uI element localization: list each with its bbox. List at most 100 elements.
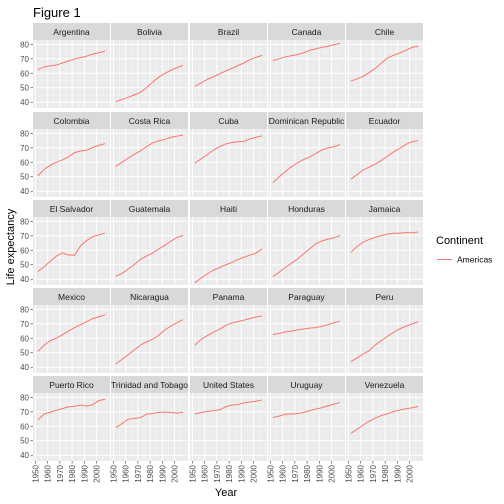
x-axis-title: Year bbox=[215, 487, 238, 499]
facet-strip-chile bbox=[346, 23, 423, 40]
x-tick-label: 1950 bbox=[31, 464, 40, 482]
x-tick-label: 1960 bbox=[279, 464, 288, 482]
facet-strip-bolivia bbox=[111, 23, 188, 40]
series-line-canada bbox=[272, 42, 341, 62]
series-line-puerto-rico bbox=[37, 398, 106, 421]
facet-panel-argentina: Argentina 40 50 60 70 80 bbox=[20, 23, 110, 108]
facet-strip-label-jamaica: Jamaica bbox=[369, 204, 401, 214]
x-tick-label: 1980 bbox=[146, 464, 155, 482]
x-tick-label: 1970 bbox=[134, 464, 143, 482]
x-tick-label: 1960 bbox=[122, 464, 131, 482]
facet-strip-canada bbox=[268, 23, 345, 40]
x-tick-label: 1990 bbox=[80, 464, 89, 482]
plot-background-mexico bbox=[33, 305, 110, 373]
facet-strip-haiti bbox=[190, 200, 267, 217]
plot-background-bolivia bbox=[111, 40, 188, 108]
facet-strip-label-bolivia: Bolivia bbox=[137, 27, 162, 37]
facet-strip-united-states bbox=[190, 376, 267, 393]
y-tick-label: 70 bbox=[20, 232, 29, 241]
facet-panel-puerto-rico: Puerto Rico 40 50 60 70 80 1950 1960 1970 1980 199… bbox=[20, 376, 110, 483]
y-tick-label: 80 bbox=[20, 40, 29, 49]
x-tick-label: 1960 bbox=[201, 464, 210, 482]
x-tick-label: 1980 bbox=[68, 464, 77, 482]
x-tick-label: 2000 bbox=[250, 464, 259, 482]
series-line-el-salvador bbox=[37, 232, 106, 272]
series-line-brazil bbox=[194, 54, 263, 87]
facet-strip-puerto-rico bbox=[33, 376, 110, 393]
facet-strip-label-argentina: Argentina bbox=[53, 27, 90, 37]
y-tick-label: 60 bbox=[20, 158, 29, 167]
facet-panel-trinidad-and-tobago: Trinidad and Tobago 1950 1960 1970 1980 1990 2… bbox=[109, 376, 188, 483]
facet-strip-panama bbox=[190, 288, 267, 305]
facet-strip-jamaica bbox=[346, 200, 423, 217]
facet-panel-bolivia: Bolivia bbox=[111, 23, 188, 108]
plot-background-united-states bbox=[190, 393, 267, 461]
plot-background-canada bbox=[268, 40, 345, 108]
series-line-colombia bbox=[37, 143, 106, 177]
facet-panel-united-states: United States 1950 1960 1970 1980 1990 2000 bbox=[188, 376, 267, 483]
facet-panel-panama: Panama bbox=[190, 288, 267, 373]
facet-strip-label-uruguay: Uruguay bbox=[290, 380, 323, 390]
series-line-honduras bbox=[272, 235, 341, 277]
facet-strip-label-haiti: Haiti bbox=[220, 204, 237, 214]
y-tick-label: 70 bbox=[20, 320, 29, 329]
legend-title: Continent bbox=[436, 235, 483, 247]
facet-strip-label-cuba: Cuba bbox=[218, 116, 239, 126]
plot-background-guatemala bbox=[111, 217, 188, 285]
facet-strip-ecuador bbox=[346, 112, 423, 129]
facet-panel-cuba: Cuba bbox=[190, 112, 267, 197]
facet-panel-honduras: Honduras bbox=[268, 200, 345, 285]
facet-strip-label-honduras: Honduras bbox=[288, 204, 325, 214]
y-tick-label: 40 bbox=[20, 98, 29, 107]
series-line-paraguay bbox=[272, 320, 341, 336]
facet-panel-el-salvador: El Salvador 40 50 60 70 80 bbox=[20, 200, 110, 285]
x-tick-label: 2000 bbox=[93, 464, 102, 482]
x-tick-label: 1980 bbox=[303, 464, 312, 482]
facet-panel-canada: Canada bbox=[268, 23, 345, 108]
y-tick-label: 40 bbox=[20, 451, 29, 460]
y-tick-label: 80 bbox=[20, 305, 29, 314]
facet-strip-label-mexico: Mexico bbox=[58, 292, 85, 302]
facet-panel-costa-rica: Costa Rica bbox=[111, 112, 188, 197]
y-tick-label: 50 bbox=[20, 349, 29, 358]
y-tick-label: 70 bbox=[20, 55, 29, 64]
y-tick-label: 40 bbox=[20, 275, 29, 284]
facet-strip-venezuela bbox=[346, 376, 423, 393]
facet-panel-brazil: Brazil bbox=[190, 23, 267, 108]
plot-background-paraguay bbox=[268, 305, 345, 373]
y-tick-label: 60 bbox=[20, 246, 29, 255]
plot-background-uruguay bbox=[268, 393, 345, 461]
series-line-panama bbox=[194, 315, 263, 346]
x-tick-label: 1950 bbox=[344, 464, 353, 482]
y-tick-label: 80 bbox=[20, 217, 29, 226]
series-line-united-states bbox=[194, 399, 263, 415]
facet-strip-label-panama: Panama bbox=[213, 292, 245, 302]
facet-strip-label-paraguay: Paraguay bbox=[288, 292, 325, 302]
series-line-jamaica bbox=[350, 231, 419, 253]
facet-strip-trinidad-and-tobago bbox=[111, 376, 188, 393]
facet-strip-nicaragua bbox=[111, 288, 188, 305]
facet-strip-paraguay bbox=[268, 288, 345, 305]
y-tick-label: 40 bbox=[20, 363, 29, 372]
legend-item-americas: Americas bbox=[457, 255, 492, 265]
facet-panel-uruguay: Uruguay 1950 1960 1970 1980 1990 2000 bbox=[266, 376, 345, 483]
series-line-dominican-republic bbox=[272, 144, 341, 184]
facet-strip-label-dominican-republic: Dominican Republic bbox=[269, 116, 345, 126]
facet-panel-haiti: Haiti bbox=[190, 200, 267, 285]
facet-strip-label-united-states: United States bbox=[203, 380, 254, 390]
x-tick-label: 1990 bbox=[315, 464, 324, 482]
facet-panel-guatemala: Guatemala bbox=[111, 200, 188, 285]
x-tick-label: 1970 bbox=[369, 464, 378, 482]
facet-panel-nicaragua: Nicaragua bbox=[111, 288, 188, 373]
facet-strip-label-peru: Peru bbox=[376, 292, 394, 302]
plot-background-haiti bbox=[190, 217, 267, 285]
facet-strip-label-puerto-rico: Puerto Rico bbox=[49, 380, 94, 390]
facet-panel-peru: Peru bbox=[346, 288, 423, 373]
facet-strip-label-colombia: Colombia bbox=[54, 116, 90, 126]
facet-strip-label-trinidad-and-tobago: Trinidad and Tobago bbox=[111, 380, 188, 390]
series-line-guatemala bbox=[115, 234, 184, 277]
y-tick-label: 60 bbox=[20, 334, 29, 343]
plot-background-jamaica bbox=[346, 217, 423, 285]
facet-panel-venezuela: Venezuela 1950 1960 1970 1980 1990 2000 bbox=[344, 376, 423, 483]
